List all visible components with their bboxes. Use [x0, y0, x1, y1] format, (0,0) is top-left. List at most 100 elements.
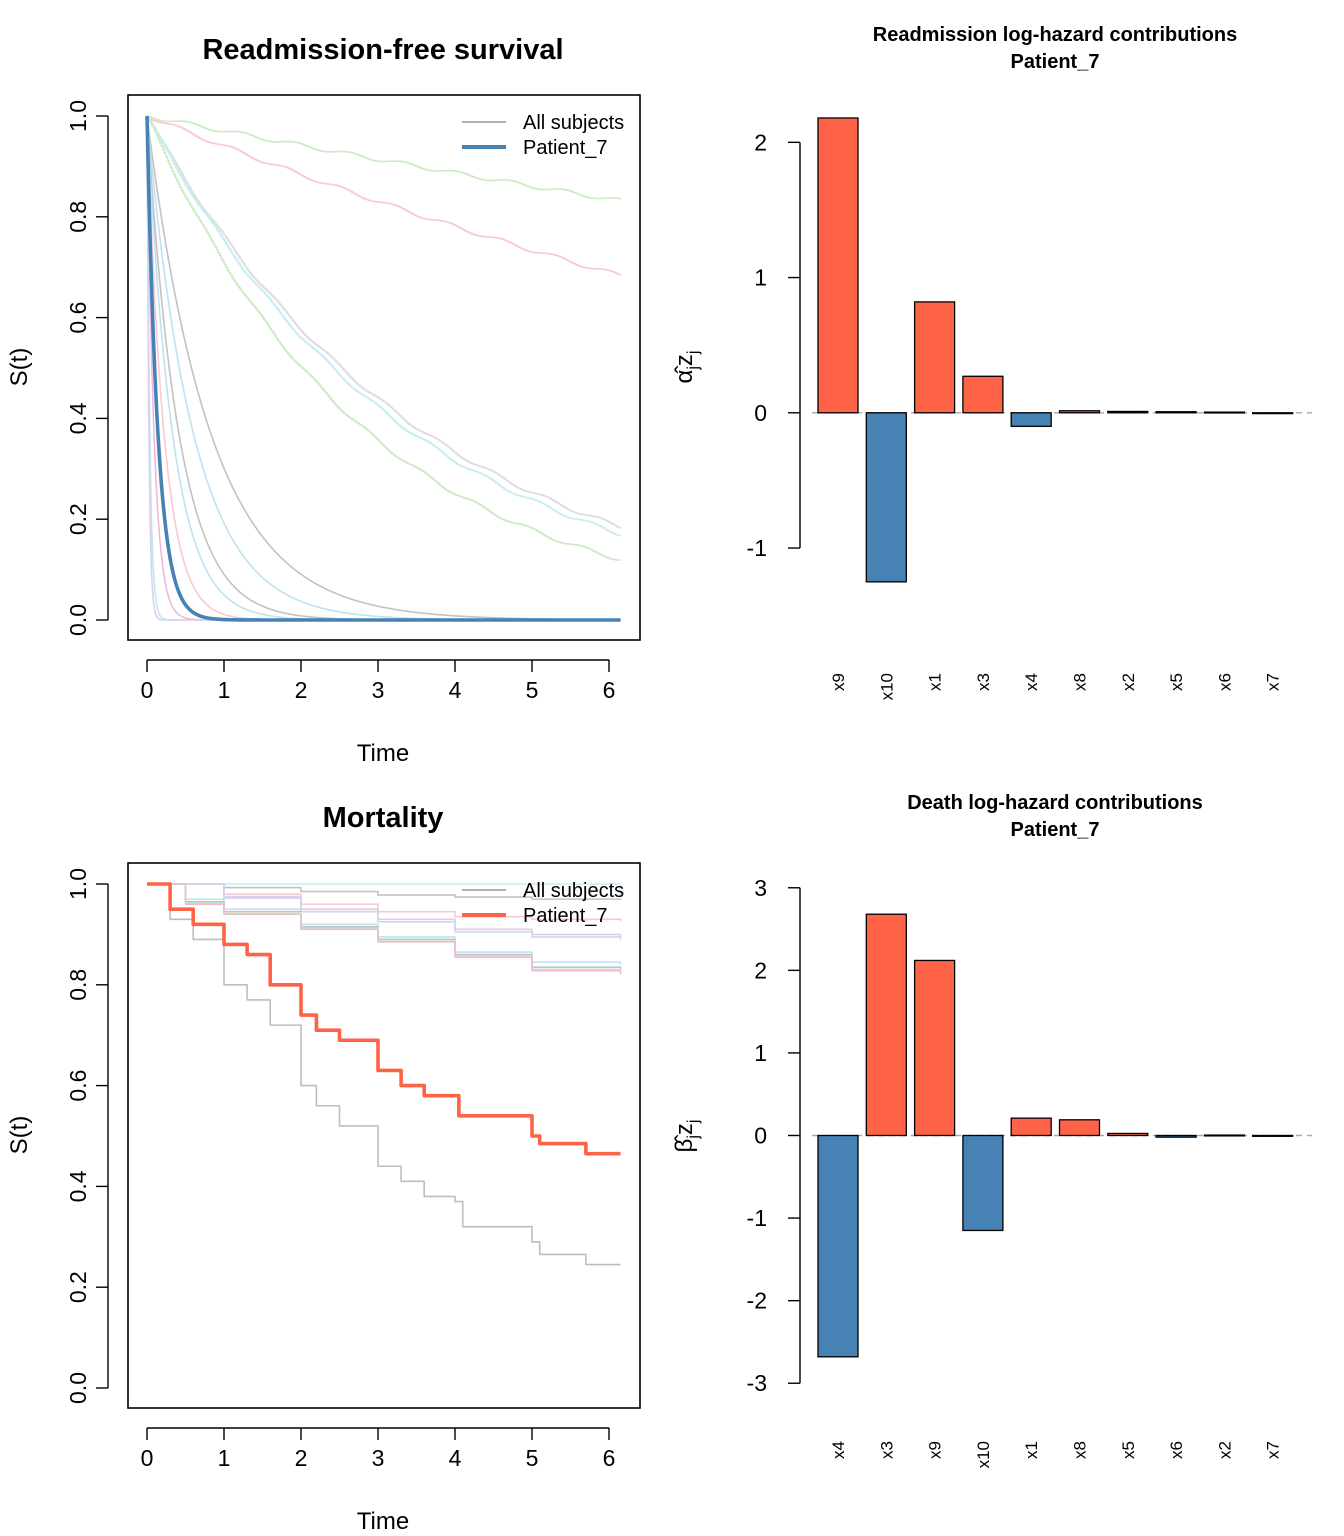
readmission-y-tick-label: 2 — [754, 129, 767, 155]
mortality-y-tick-label: 1.0 — [65, 868, 91, 900]
mortality-legend: All subjects Patient_7 — [462, 880, 624, 927]
readmission-category-label-x8: x8 — [1071, 673, 1090, 691]
readmission-survival-x-tick-label: 1 — [218, 677, 231, 703]
mortality-y-tick-label: 0.0 — [65, 1372, 91, 1404]
mortality-title: Mortality — [323, 802, 444, 834]
death-y-tick-label: 3 — [754, 875, 767, 901]
mortality-x-tick-label: 2 — [295, 1445, 308, 1471]
readmission-survival-lines — [145, 115, 622, 622]
death-y-tick-label: -2 — [747, 1288, 767, 1314]
death-category-label-x5: x5 — [1119, 1441, 1138, 1459]
readmission-category-label-x4: x4 — [1022, 673, 1041, 691]
readmission-survival-x-tick-label: 2 — [295, 677, 308, 703]
readmission-bar-x5 — [1155, 411, 1197, 414]
readmission-survival-x-tick-label: 4 — [449, 677, 462, 703]
readmission-category-label-x2: x2 — [1119, 673, 1138, 691]
mortality-y-tick-label: 0.6 — [65, 1070, 91, 1102]
death-contributions-subtitle: Patient_7 — [1011, 819, 1100, 841]
death-category-label-x4: x4 — [829, 1441, 848, 1459]
legend-patient-label: Patient_7 — [523, 137, 608, 159]
readmission-survival-axes: 0 1 2 3 4 5 6 0.0 0.2 0.4 0.6 0.8 1.0 — [65, 100, 615, 703]
readmission-y-tick-label: 0 — [754, 400, 767, 426]
readmission-bar-x4 — [1010, 412, 1052, 427]
readmission-survival-ylabel: S(t) — [6, 348, 33, 387]
readmission-contributions-panel: Readmission log-hazard contributions Pat… — [671, 24, 1312, 700]
death-bar-x2 — [1203, 1134, 1246, 1137]
mortality-patient-line — [147, 882, 621, 1156]
legend-patient-label: Patient_7 — [523, 905, 608, 927]
mortality-subject-line — [147, 883, 622, 897]
death-contributions-axes: -3 -2 -1 0 1 2 3 — [747, 875, 801, 1396]
death-category-label-x9: x9 — [926, 1441, 945, 1459]
death-bar-x5 — [1107, 1132, 1149, 1137]
readmission-survival-patient-line — [145, 115, 621, 622]
readmission-survival-y-tick-label: 0.6 — [65, 302, 91, 334]
death-bar-x3 — [865, 913, 907, 1137]
readmission-survival-y-tick-label: 0.0 — [65, 604, 91, 636]
mortality-y-tick-label: 0.2 — [65, 1271, 91, 1303]
death-bar-x10 — [962, 1134, 1004, 1232]
death-category-label-x1: x1 — [1022, 1441, 1041, 1459]
death-bar-x1 — [1010, 1117, 1052, 1137]
readmission-bar-x10 — [865, 412, 907, 583]
readmission-survival-panel: Readmission-free survival 0 1 2 3 4 5 60.00.20… — [6, 34, 641, 767]
readmission-survival-y-tick-label: 0.4 — [65, 402, 91, 434]
readmission-category-label-x10: x10 — [877, 673, 896, 700]
death-contributions-panel: Death log-hazard contributions Patient_7… — [671, 792, 1312, 1468]
death-y-tick-label: 2 — [754, 957, 767, 983]
readmission-survival-x-tick-label: 5 — [526, 677, 539, 703]
death-contributions-ylabel: β̂jzj — [671, 1120, 702, 1153]
mortality-y-tick-label: 0.4 — [65, 1170, 91, 1202]
readmission-survival-y-tick-label: 0.2 — [65, 503, 91, 535]
readmission-survival-subject-line — [147, 115, 622, 561]
readmission-survival-subject-line — [147, 116, 622, 276]
readmission-survival-x-tick-label: 6 — [603, 677, 616, 703]
readmission-bar-x9 — [817, 117, 859, 414]
readmission-bar-x2 — [1107, 410, 1149, 414]
legend-all-subjects-label: All subjects — [523, 112, 624, 134]
mortality-x-tick-label: 6 — [603, 1445, 616, 1471]
mortality-x-tick-label: 5 — [526, 1445, 539, 1471]
readmission-survival-title: Readmission-free survival — [202, 34, 563, 66]
death-y-tick-label: 1 — [754, 1040, 767, 1066]
readmission-survival-y-tick-label: 1.0 — [65, 100, 91, 132]
mortality-subject-line — [147, 883, 622, 975]
readmission-survival-subject-line — [147, 115, 622, 200]
mortality-panel: Mortality 0 1 2 3 4 5 6 0.0 0.2 0.4 0.6 0.8 1.0 Time… — [6, 802, 641, 1535]
mortality-subject-line — [147, 883, 621, 1266]
death-bar-x4 — [817, 1134, 859, 1358]
readmission-category-label-x5: x5 — [1167, 673, 1186, 691]
readmission-survival-y-tick-label: 0.8 — [65, 201, 91, 233]
mortality-x-tick-label: 3 — [372, 1445, 385, 1471]
death-category-label-x6: x6 — [1167, 1441, 1186, 1459]
readmission-bar-x8 — [1058, 410, 1101, 414]
death-bar-x9 — [913, 959, 956, 1137]
death-category-label-x2: x2 — [1215, 1441, 1234, 1459]
legend-all-subjects-label: All subjects — [523, 880, 624, 902]
death-category-label-x8: x8 — [1071, 1441, 1090, 1459]
readmission-contributions-subtitle: Patient_7 — [1011, 51, 1100, 73]
death-category-label-x3: x3 — [877, 1441, 896, 1459]
readmission-survival-x-tick-label: 0 — [141, 677, 154, 703]
mortality-y-tick-label: 0.8 — [65, 969, 91, 1001]
death-y-tick-label: -1 — [747, 1205, 767, 1231]
readmission-bar-x3 — [962, 375, 1004, 414]
readmission-contributions-axes: -1 0 1 2 — [747, 129, 801, 561]
mortality-subject-line — [147, 883, 622, 940]
mortality-axes: 0 1 2 3 4 5 6 0.0 0.2 0.4 0.6 0.8 1.0 — [65, 868, 615, 1471]
death-bar-x8 — [1058, 1119, 1101, 1137]
mortality-x-tick-label: 0 — [141, 1445, 154, 1471]
readmission-survival-plot-box — [127, 94, 641, 641]
readmission-bar-x6 — [1203, 411, 1246, 414]
readmission-bars: x9 x10 x1 x3 x4 x8 x2 x5 x6 x7 — [817, 117, 1294, 700]
mortality-xlabel: Time — [357, 1508, 409, 1535]
readmission-y-tick-label: -1 — [747, 535, 767, 561]
death-bar-x6 — [1155, 1134, 1197, 1138]
readmission-bar-x7 — [1252, 412, 1294, 415]
mortality-lines — [147, 882, 622, 1266]
readmission-contributions-ylabel: α̂jzj — [671, 351, 702, 384]
mortality-ylabel: S(t) — [6, 1116, 33, 1155]
readmission-category-label-x1: x1 — [926, 673, 945, 691]
